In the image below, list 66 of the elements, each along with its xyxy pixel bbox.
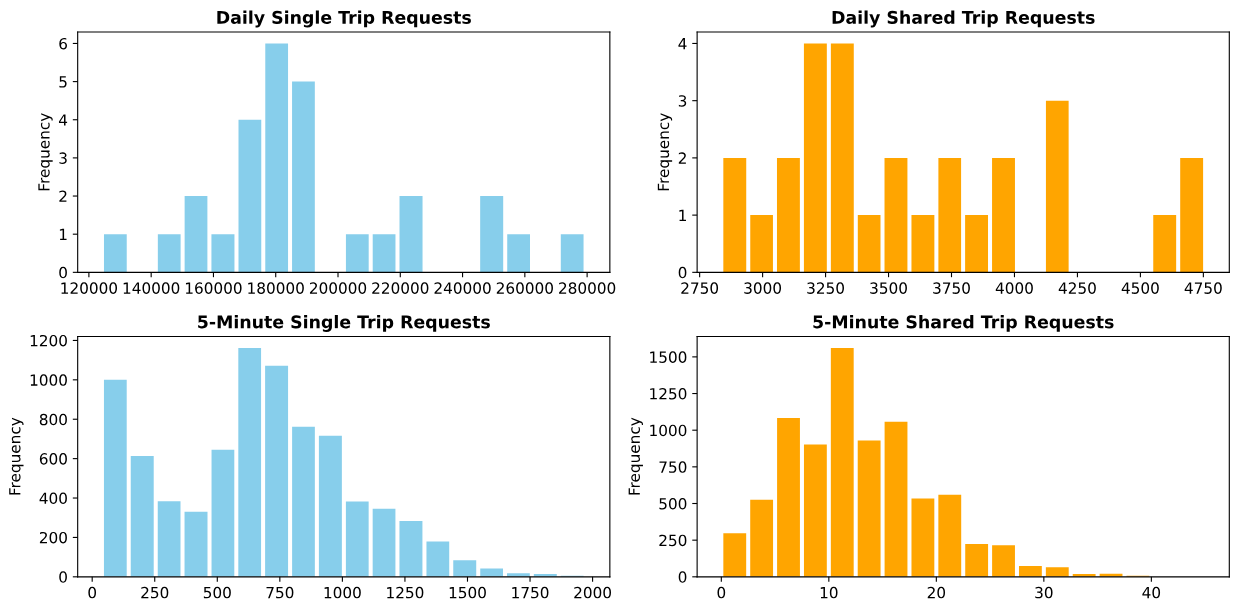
x-tick-label: 220000 xyxy=(372,282,429,294)
chart-title: 5-Minute Single Trip Requests xyxy=(198,314,490,332)
y-tick-label: 1000 xyxy=(650,424,687,437)
x-tick-label: 30 xyxy=(1035,586,1053,599)
x-tick-label: 4000 xyxy=(995,282,1033,294)
x-tick-label: 2750 xyxy=(681,282,719,294)
x-tick-label: 180000 xyxy=(248,282,304,294)
y-tick-label: 250 xyxy=(659,534,687,547)
y-tick-label: 1 xyxy=(59,228,67,240)
x-tick-label: 160000 xyxy=(185,282,242,294)
y-tick-label: 4 xyxy=(58,114,68,126)
x-tick-label: 40 xyxy=(1142,586,1161,599)
y-tick-label: 1 xyxy=(679,209,686,221)
chart-title: 5-Minute Shared Trip Requests xyxy=(813,314,1114,332)
y-tick-label: 5 xyxy=(59,76,67,88)
x-tick-label: 10 xyxy=(820,586,838,599)
x-tick-label: 1750 xyxy=(512,586,549,599)
y-tick-label: 6 xyxy=(59,37,67,50)
y-tick-label: 800 xyxy=(39,413,67,426)
x-tick-label: 3000 xyxy=(744,282,782,294)
x-tick-label: 140000 xyxy=(123,282,180,294)
x-tick-label: 0 xyxy=(717,586,726,599)
y-axis-title: Frequency xyxy=(628,417,643,495)
y-tick-label: 0 xyxy=(59,266,67,279)
x-tick-label: 4250 xyxy=(1058,282,1096,294)
x-tick-label: 260000 xyxy=(496,282,553,294)
chart-title: Daily Shared Trip Requests xyxy=(832,10,1095,28)
y-tick-label: 0 xyxy=(678,266,687,279)
y-tick-label: 600 xyxy=(39,453,67,465)
y-tick-label: 400 xyxy=(39,492,67,505)
y-tick-label: 3 xyxy=(678,95,687,107)
y-tick-label: 2 xyxy=(678,152,686,164)
x-tick-label: 750 xyxy=(266,586,294,599)
x-tick-label: 1000 xyxy=(324,586,361,599)
x-tick-label: 2000 xyxy=(574,586,612,599)
y-tick-label: 3 xyxy=(59,152,67,164)
x-tick-label: 3250 xyxy=(807,282,844,294)
y-tick-label: 2 xyxy=(59,190,67,202)
y-tick-label: 750 xyxy=(659,461,687,473)
y-tick-label: 0 xyxy=(59,571,67,583)
x-tick-label: 1500 xyxy=(449,586,486,599)
y-tick-label: 500 xyxy=(659,497,687,510)
x-tick-label: 3500 xyxy=(870,282,907,294)
y-tick-label: 1250 xyxy=(650,388,687,400)
x-tick-label: 240000 xyxy=(434,282,491,294)
x-tick-label: 3750 xyxy=(933,282,970,294)
y-axis-title: Frequency xyxy=(9,417,24,495)
x-tick-label: 0 xyxy=(88,586,97,599)
x-tick-label: 250 xyxy=(141,586,169,599)
y-tick-label: 1000 xyxy=(30,374,67,386)
y-tick-label: 4 xyxy=(678,38,687,50)
x-tick-label: 200000 xyxy=(309,282,367,294)
y-tick-label: 200 xyxy=(39,531,67,544)
y-tick-label: 0 xyxy=(678,571,687,583)
y-tick-label: 1500 xyxy=(650,351,687,363)
x-tick-label: 1250 xyxy=(387,586,424,599)
x-tick-label: 120000 xyxy=(61,282,118,294)
x-tick-label: 4750 xyxy=(1184,282,1222,294)
x-tick-label: 500 xyxy=(203,586,231,599)
y-axis-title: Frequency xyxy=(657,113,673,191)
x-tick-label: 280000 xyxy=(559,282,616,294)
y-axis-title: Frequency xyxy=(38,113,53,191)
chart-title: Daily Single Trip Requests xyxy=(217,10,471,28)
y-tick-label: 1200 xyxy=(30,334,67,347)
x-tick-label: 4500 xyxy=(1121,282,1159,294)
x-tick-label: 20 xyxy=(927,586,946,599)
